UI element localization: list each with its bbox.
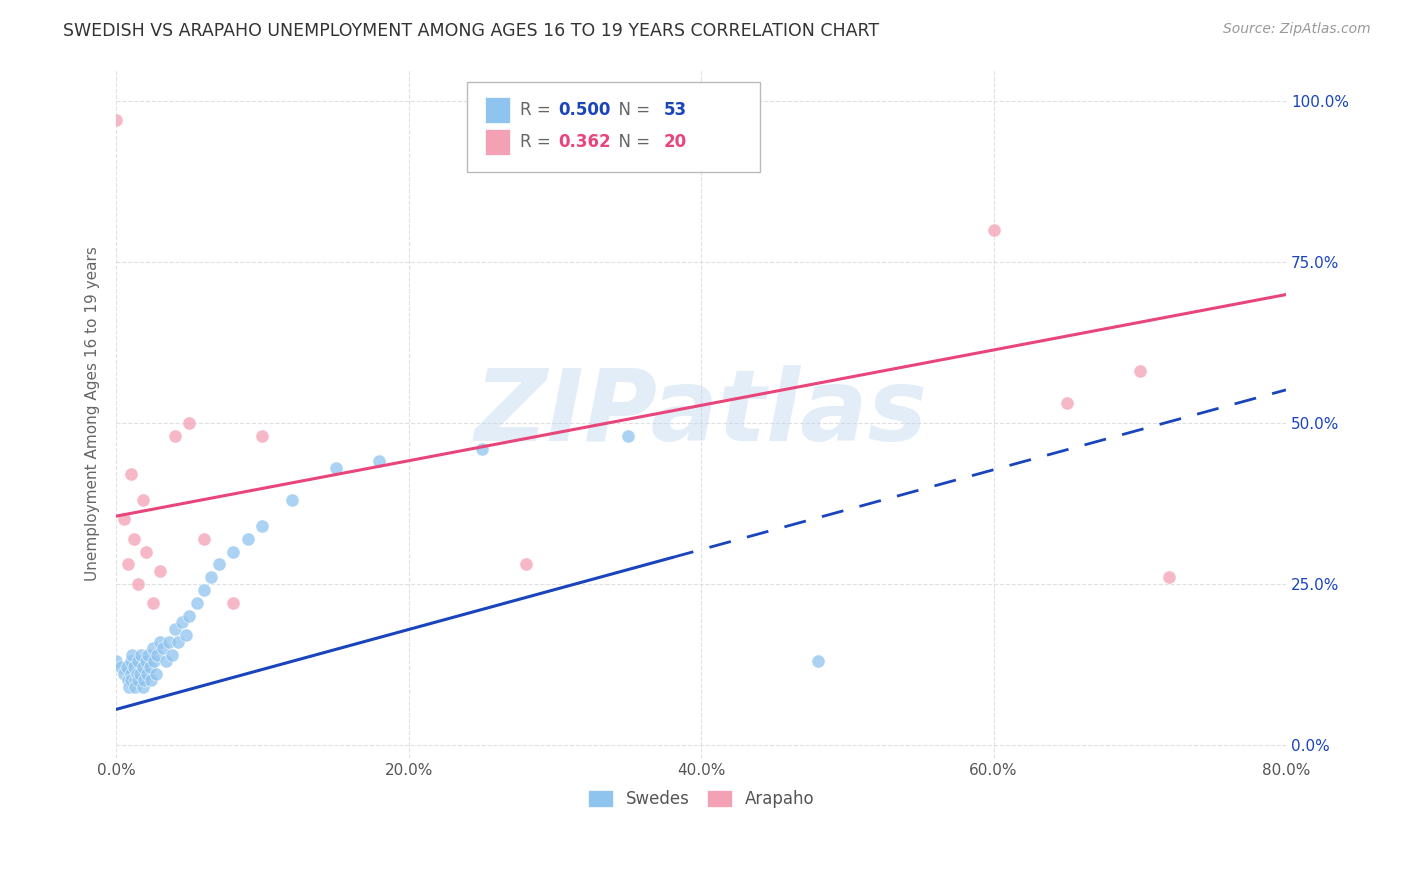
Point	[125, 667, 148, 681]
Point	[207, 558, 229, 572]
Point	[120, 467, 142, 482]
Point	[139, 660, 162, 674]
Point	[145, 667, 167, 681]
Point	[124, 673, 146, 688]
Point	[368, 454, 391, 468]
Point	[120, 673, 142, 688]
Point	[138, 648, 160, 662]
Point	[134, 654, 156, 668]
Point	[142, 596, 165, 610]
Y-axis label: Unemployment Among Ages 16 to 19 years: Unemployment Among Ages 16 to 19 years	[86, 245, 100, 581]
Point	[222, 596, 245, 610]
Bar	[485, 96, 510, 123]
Point	[157, 634, 180, 648]
Point	[127, 673, 149, 688]
Point	[222, 544, 245, 558]
Point	[128, 667, 150, 681]
Point	[143, 654, 166, 668]
Point	[146, 648, 169, 662]
Point	[176, 628, 198, 642]
Point	[193, 532, 215, 546]
Point	[252, 518, 274, 533]
Point	[983, 222, 1005, 236]
Point	[179, 416, 201, 430]
Text: 20: 20	[664, 133, 686, 152]
Point	[155, 654, 177, 668]
Point	[122, 660, 145, 674]
Point	[236, 532, 259, 546]
Point	[471, 442, 494, 456]
Point	[515, 558, 537, 572]
Point	[1129, 364, 1152, 378]
Point	[807, 654, 830, 668]
Point	[163, 428, 186, 442]
Point	[1157, 570, 1180, 584]
Point	[252, 428, 274, 442]
Point	[142, 641, 165, 656]
Point	[105, 113, 128, 128]
Point	[132, 673, 155, 688]
Point	[127, 576, 149, 591]
Point	[112, 667, 135, 681]
Point	[115, 660, 138, 674]
Point	[122, 532, 145, 546]
Text: N =: N =	[607, 133, 655, 152]
Text: R =: R =	[520, 101, 555, 119]
Point	[131, 660, 153, 674]
Text: R =: R =	[520, 133, 555, 152]
Point	[141, 673, 163, 688]
Bar	[485, 129, 510, 155]
Point	[112, 512, 135, 526]
Point	[160, 648, 183, 662]
Point	[127, 654, 149, 668]
Point	[121, 648, 143, 662]
Point	[617, 428, 640, 442]
Point	[152, 641, 174, 656]
Point	[117, 558, 139, 572]
Text: N =: N =	[607, 101, 655, 119]
Point	[280, 493, 302, 508]
Point	[1056, 396, 1078, 410]
Point	[134, 544, 156, 558]
Point	[131, 680, 153, 694]
FancyBboxPatch shape	[467, 82, 759, 172]
Point	[149, 634, 172, 648]
Point	[170, 615, 193, 630]
Point	[120, 654, 142, 668]
Point	[110, 660, 132, 674]
Text: 0.362: 0.362	[558, 133, 612, 152]
Point	[117, 673, 139, 688]
Point	[149, 564, 172, 578]
Point	[179, 609, 201, 624]
Point	[193, 583, 215, 598]
Text: 53: 53	[664, 101, 686, 119]
Point	[200, 570, 222, 584]
Text: 0.500: 0.500	[558, 101, 610, 119]
Text: SWEDISH VS ARAPAHO UNEMPLOYMENT AMONG AGES 16 TO 19 YEARS CORRELATION CHART: SWEDISH VS ARAPAHO UNEMPLOYMENT AMONG AG…	[63, 22, 879, 40]
Point	[325, 460, 347, 475]
Point	[124, 680, 146, 694]
Point	[186, 596, 208, 610]
Legend: Swedes, Arapaho: Swedes, Arapaho	[581, 783, 821, 814]
Text: Source: ZipAtlas.com: Source: ZipAtlas.com	[1223, 22, 1371, 37]
Point	[136, 667, 159, 681]
Point	[163, 622, 186, 636]
Text: ZIPatlas: ZIPatlas	[475, 365, 928, 461]
Point	[118, 680, 141, 694]
Point	[166, 634, 188, 648]
Point	[129, 648, 152, 662]
Point	[120, 667, 142, 681]
Point	[131, 493, 153, 508]
Point	[105, 654, 128, 668]
